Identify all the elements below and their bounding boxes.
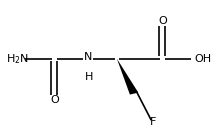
Text: OH: OH xyxy=(195,54,212,64)
Text: N: N xyxy=(83,52,92,62)
Text: O: O xyxy=(50,95,59,105)
Text: O: O xyxy=(158,16,167,26)
Text: H: H xyxy=(85,71,93,82)
Text: H$_2$N: H$_2$N xyxy=(6,52,29,66)
Polygon shape xyxy=(117,59,138,95)
Text: F: F xyxy=(150,117,156,127)
